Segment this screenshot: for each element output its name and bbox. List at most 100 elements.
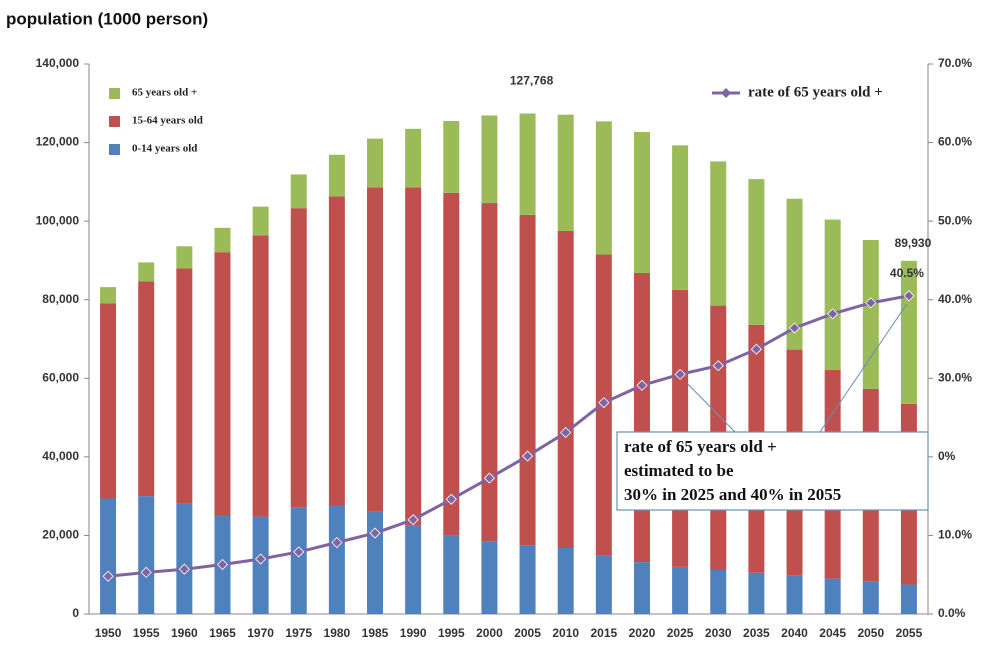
- bar-segment: [176, 268, 193, 504]
- callout-text: 30% in 2025 and 40% in 2055: [624, 485, 841, 504]
- bar-segment: [138, 262, 155, 282]
- rate-marker: [331, 536, 343, 549]
- bar-segment: [443, 120, 460, 193]
- bar-segment: [595, 121, 612, 255]
- bar-segment: [138, 281, 155, 497]
- rate-marker: [674, 368, 686, 380]
- rate-marker: [750, 343, 762, 355]
- x-tick-label: 2035: [743, 626, 770, 640]
- x-tick-label: 2010: [552, 626, 579, 640]
- annotation: 89,930: [895, 236, 932, 250]
- legend-swatch: [109, 144, 120, 155]
- bar-segment: [481, 115, 498, 204]
- bar-segment: [100, 287, 117, 304]
- bar-segment: [672, 145, 689, 290]
- rate-marker: [483, 472, 495, 484]
- bar-segment: [862, 240, 879, 389]
- bar-segment: [824, 219, 841, 371]
- y2-tick-label: 10.0%: [938, 528, 972, 542]
- y2-tick-label: 70.0%: [938, 56, 972, 70]
- rate-marker: [560, 426, 572, 439]
- legend-marker: [721, 88, 731, 98]
- rate-marker: [140, 566, 152, 578]
- bar-segment: [138, 496, 155, 614]
- bar-segment: [100, 303, 117, 499]
- bar-segment: [405, 187, 422, 526]
- bar-segment: [786, 198, 803, 350]
- y2-tick-label: 40.0%: [938, 292, 972, 306]
- rate-marker: [255, 553, 267, 565]
- bar-segment: [748, 179, 765, 325]
- bar-segment: [900, 584, 917, 614]
- bar-segment: [214, 227, 231, 253]
- x-tick-label: 2050: [857, 626, 884, 640]
- rate-marker: [102, 570, 114, 582]
- y-tick-label: 60,000: [42, 370, 79, 384]
- bar-segment: [367, 138, 384, 188]
- x-tick-label: 2005: [514, 626, 541, 640]
- bar-segment: [328, 154, 345, 197]
- chart-title: population (1000 person): [6, 9, 208, 28]
- rate-marker: [788, 322, 801, 334]
- x-tick-label: 1975: [285, 626, 312, 640]
- y-tick-label: 40,000: [42, 449, 79, 463]
- bar-segment: [367, 511, 384, 614]
- x-tick-label: 1990: [400, 626, 427, 640]
- rate-marker: [407, 514, 419, 526]
- rate-marker: [598, 397, 610, 409]
- bar-segment: [443, 192, 460, 536]
- y-tick-label: 140,000: [36, 56, 80, 70]
- x-tick-label: 1985: [362, 626, 389, 640]
- bar-segment: [557, 230, 574, 548]
- bar-segment: [519, 545, 536, 614]
- legend-swatch: [109, 88, 120, 99]
- bar-segment: [290, 208, 307, 508]
- bar-segment: [633, 131, 650, 273]
- bar-segment: [176, 503, 193, 614]
- bar-segment: [519, 113, 536, 215]
- bar-segment: [481, 203, 498, 542]
- legend-label: 0-14 years old: [132, 143, 197, 155]
- rate-marker: [216, 558, 229, 571]
- bar-segment: [710, 570, 727, 614]
- y2-tick-label: 0.0%: [938, 606, 966, 620]
- bar-segment: [405, 525, 422, 614]
- bar-segment: [328, 196, 345, 506]
- bar-segment: [824, 578, 841, 614]
- bar-segment: [290, 507, 307, 614]
- x-tick-label: 1950: [95, 626, 122, 640]
- bar-segment: [405, 128, 422, 188]
- legend-label: rate of 65 years old +: [748, 84, 883, 100]
- bar-segment: [633, 273, 650, 563]
- callout-text: estimated to be: [624, 461, 734, 480]
- bar-segment: [595, 555, 612, 614]
- x-tick-label: 2025: [667, 626, 694, 640]
- x-tick-label: 2020: [629, 626, 656, 640]
- rate-line: [107, 294, 910, 578]
- rate-marker: [369, 527, 381, 539]
- y2-tick-label: 0%: [938, 449, 956, 463]
- rate-marker: [178, 563, 190, 575]
- legend-swatch: [109, 116, 120, 127]
- value-label: 40.5%: [890, 266, 924, 280]
- x-tick-label: 1995: [438, 626, 465, 640]
- rate-marker: [712, 360, 724, 372]
- x-tick-label: 1955: [133, 626, 160, 640]
- x-tick-label: 2045: [819, 626, 846, 640]
- bar-segment: [672, 289, 689, 567]
- bar-segment: [481, 541, 498, 614]
- bar-segment: [176, 246, 193, 269]
- bar-segment: [672, 566, 689, 614]
- x-tick-label: 2030: [705, 626, 732, 640]
- rate-marker: [636, 379, 648, 391]
- bar-segment: [328, 505, 345, 614]
- callout-text: rate of 65 years old +: [624, 437, 777, 456]
- y-tick-label: 0: [72, 606, 79, 620]
- bar-segment: [443, 535, 460, 614]
- rate-marker: [293, 546, 305, 558]
- callout-box: [616, 431, 929, 511]
- y-tick-label: 80,000: [42, 292, 79, 306]
- legend-label: 15-64 years old: [132, 115, 203, 127]
- x-tick-label: 1965: [209, 626, 236, 640]
